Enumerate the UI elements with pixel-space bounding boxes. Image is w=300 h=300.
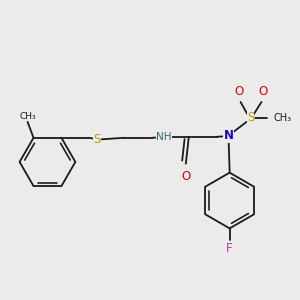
Text: S: S [247,111,254,124]
Text: CH₃: CH₃ [273,113,292,123]
Text: F: F [226,242,233,255]
Text: O: O [234,85,243,98]
Text: NH: NH [156,132,172,142]
Text: CH₃: CH₃ [19,112,36,121]
Text: S: S [94,133,101,146]
Text: O: O [259,85,268,98]
Text: N: N [224,129,234,142]
Text: O: O [181,170,190,183]
